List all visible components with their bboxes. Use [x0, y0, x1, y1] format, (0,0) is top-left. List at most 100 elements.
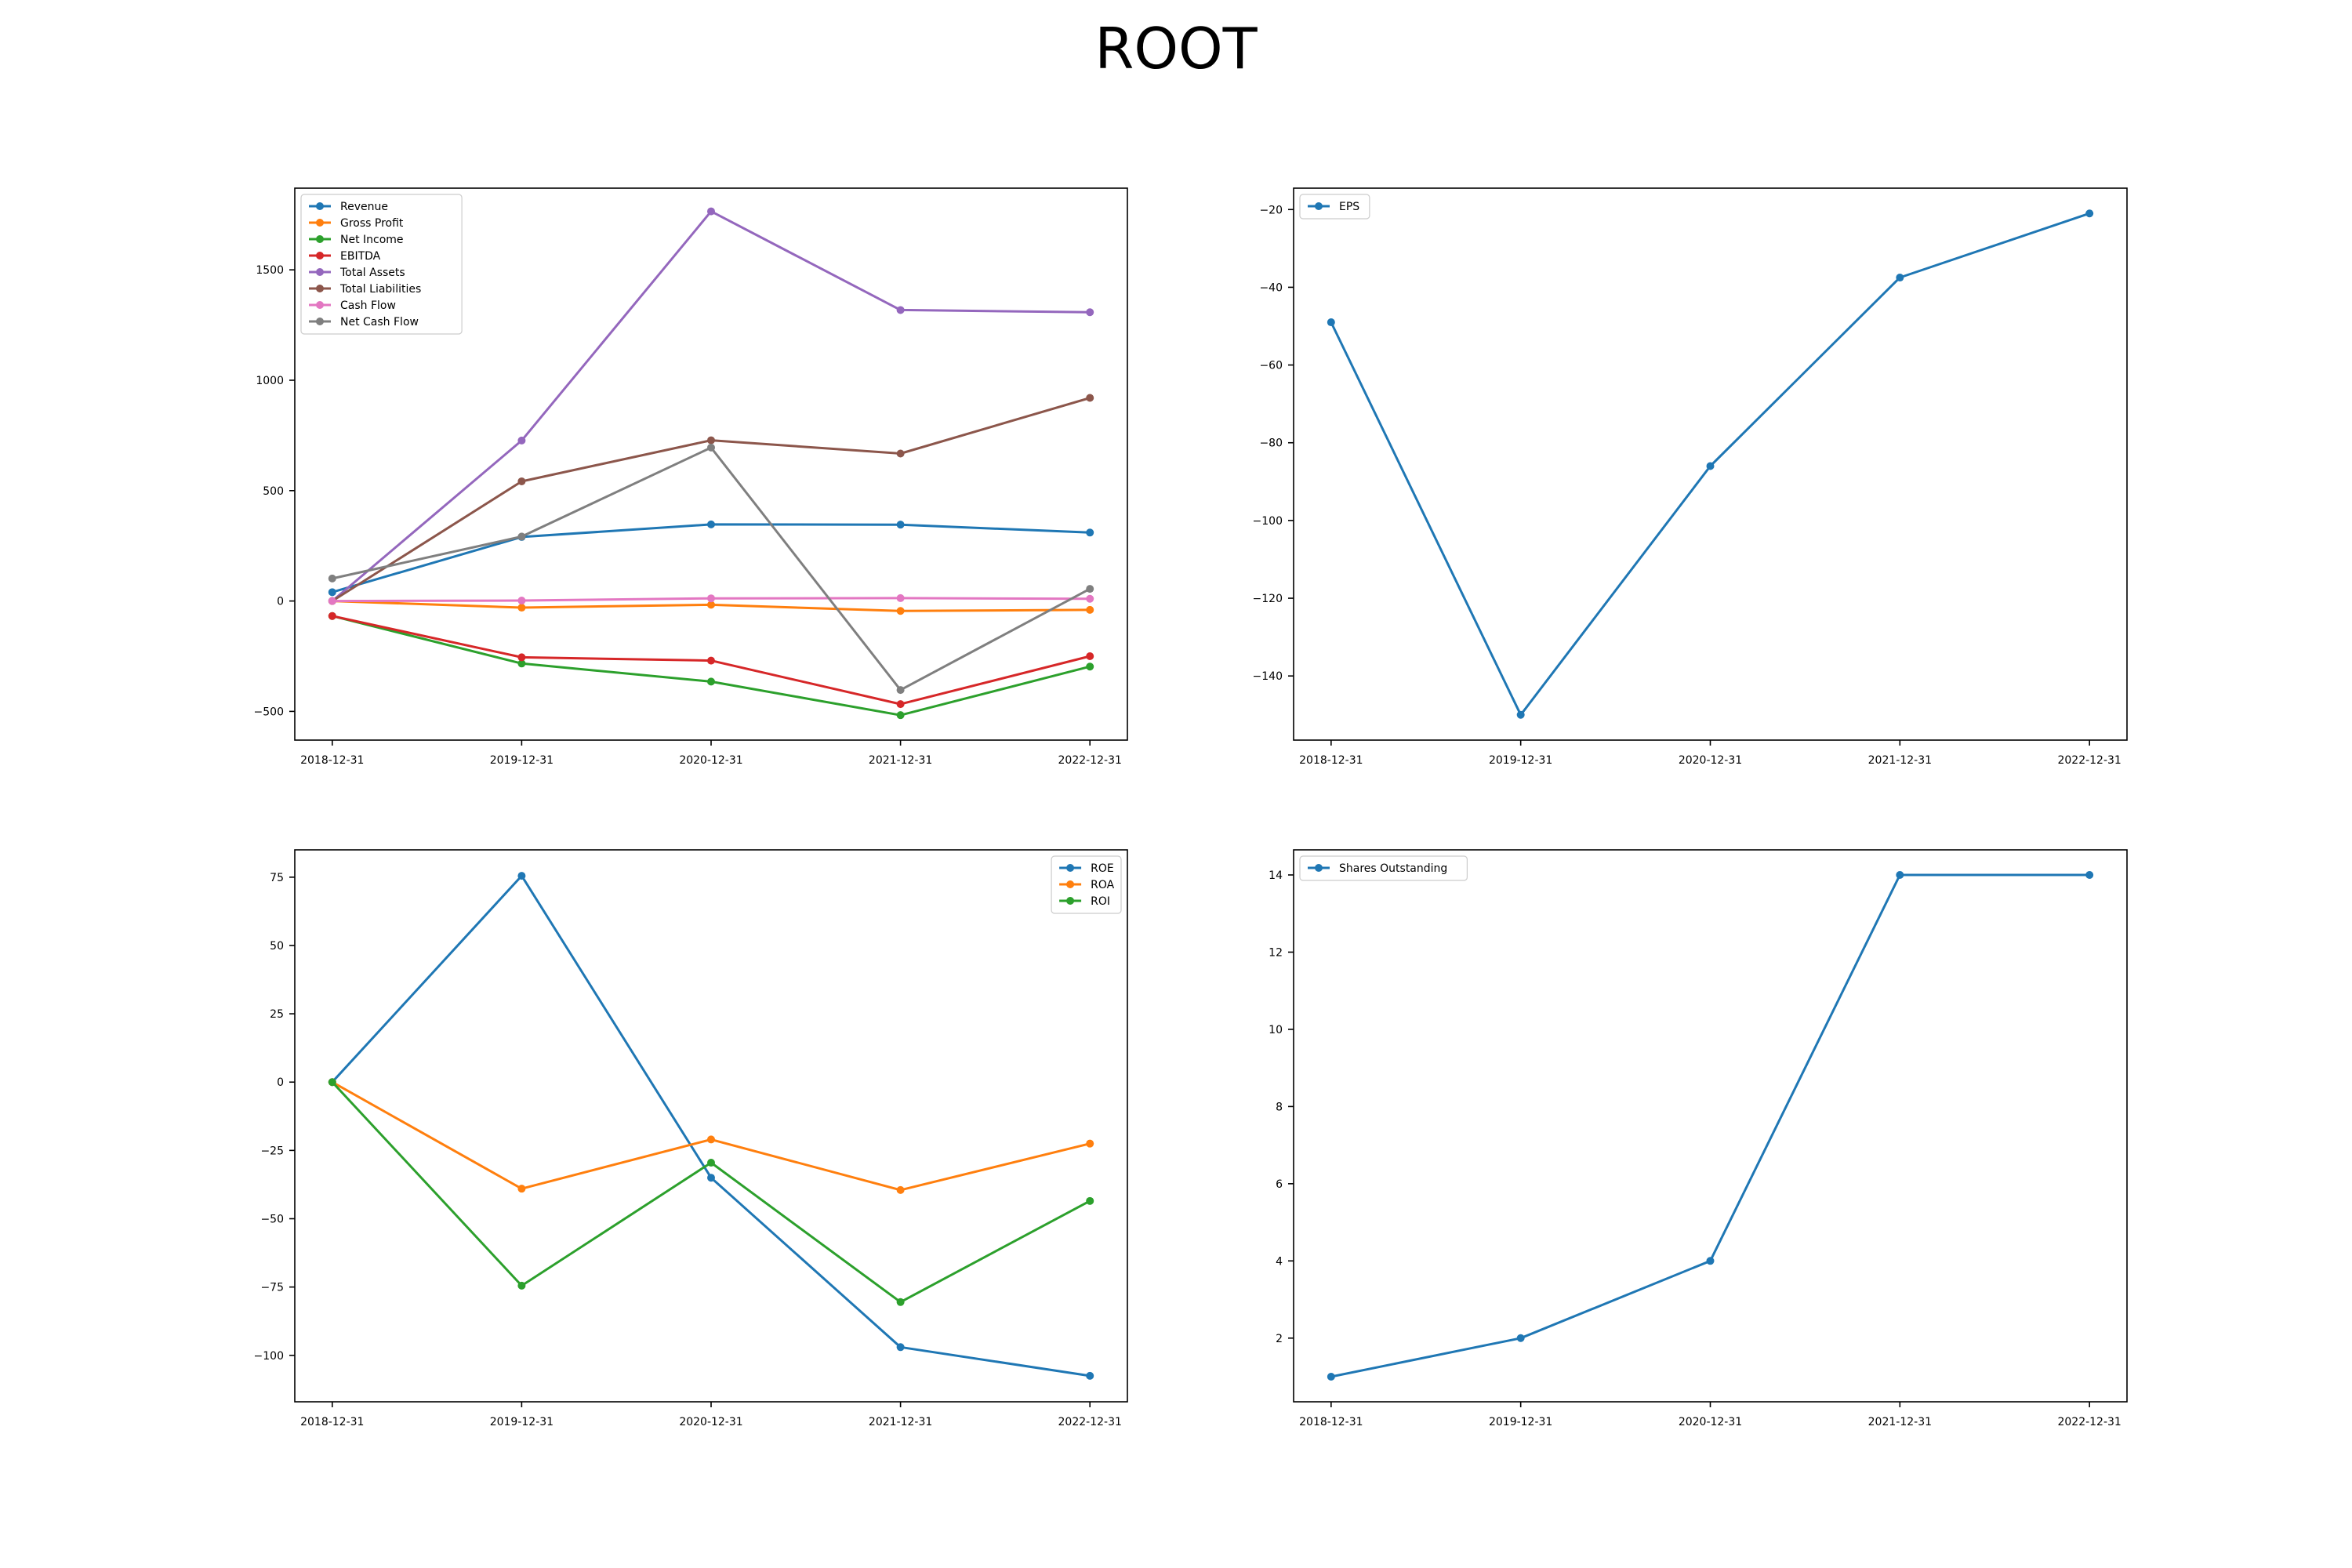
y-tick-label: 500: [263, 485, 284, 498]
data-point-shares-outstanding: [1896, 871, 1904, 879]
legend-box: [1299, 194, 1370, 220]
data-point-eps: [1706, 462, 1715, 470]
legend-marker: [316, 202, 324, 210]
data-point-net-income: [517, 659, 526, 668]
data-point-total-assets: [896, 306, 905, 314]
axes-frame: [294, 849, 1128, 1403]
data-point-roi: [517, 1281, 526, 1290]
data-point-ebitda: [707, 656, 715, 665]
y-tick-label: 1000: [256, 375, 284, 387]
y-tick-label: 8: [1276, 1101, 1283, 1113]
series-line-total-liabilities: [331, 397, 1091, 602]
legend-label: ROI: [1091, 895, 1110, 908]
data-point-total-liabilities: [707, 436, 715, 445]
data-point-eps: [1327, 318, 1335, 327]
y-tick-label: 12: [1269, 946, 1283, 959]
x-tick-label: 2022-12-31: [2057, 754, 2121, 767]
legend-label: EPS: [1339, 201, 1359, 213]
data-point-eps: [1896, 274, 1904, 282]
legend-label: Shares Outstanding: [1339, 862, 1447, 875]
data-point-cash-flow: [1086, 594, 1094, 603]
data-point-roi: [328, 1078, 336, 1087]
data-point-net-income: [707, 677, 715, 686]
x-tick-label: 2019-12-31: [1489, 1416, 1552, 1428]
data-point-revenue: [896, 521, 905, 529]
figure-title: ROOT: [1094, 16, 1258, 82]
x-tick-label: 2020-12-31: [679, 1416, 742, 1428]
data-point-total-liabilities: [517, 477, 526, 485]
y-tick-label: −140: [1253, 670, 1283, 683]
data-point-gross-profit: [896, 607, 905, 615]
x-tick-label: 2018-12-31: [300, 754, 364, 767]
legend-marker: [1066, 880, 1075, 888]
x-tick-label: 2022-12-31: [1058, 1416, 1122, 1428]
legend-marker: [316, 285, 324, 292]
legend-label: Total Liabilities: [339, 283, 421, 296]
x-tick-label: 2022-12-31: [1058, 754, 1122, 767]
series-line-revenue: [332, 523, 1091, 593]
legend-label: EBITDA: [340, 250, 381, 263]
series-line-net-cash-flow: [332, 446, 1091, 691]
y-tick-label: 50: [270, 940, 284, 953]
y-tick-label: −80: [1259, 437, 1283, 450]
data-point-ebitda: [896, 700, 905, 709]
data-point-total-assets: [1086, 308, 1094, 317]
legend-box: [300, 194, 463, 335]
data-point-roa: [1086, 1139, 1094, 1148]
y-tick-label: −100: [254, 1350, 284, 1363]
series-line-shares-outstanding: [1330, 873, 2090, 1378]
x-tick-label: 2022-12-31: [2057, 1416, 2121, 1428]
y-tick-label: 10: [1269, 1024, 1283, 1036]
legend-box: [1299, 855, 1468, 881]
axes-frame: [1293, 849, 2128, 1403]
x-tick-label: 2018-12-31: [300, 1416, 364, 1428]
legend-marker: [316, 235, 324, 243]
data-point-shares-outstanding: [2085, 871, 2094, 879]
data-point-total-liabilities: [1086, 394, 1094, 402]
data-point-revenue: [328, 588, 336, 597]
data-point-net-income: [1086, 662, 1094, 671]
data-point-net-cash-flow: [328, 574, 336, 583]
y-tick-label: 4: [1276, 1255, 1283, 1268]
legend-label: Cash Flow: [340, 299, 396, 312]
data-point-cash-flow: [328, 597, 336, 605]
legend-marker: [316, 219, 324, 227]
legend: EPS: [1299, 194, 1370, 220]
y-tick-label: −25: [260, 1145, 284, 1157]
y-tick-label: −100: [1253, 515, 1283, 528]
x-tick-label: 2021-12-31: [1868, 1416, 1932, 1428]
legend-marker: [316, 252, 324, 260]
series-line-roi: [331, 1081, 1091, 1304]
data-point-roe: [517, 872, 526, 880]
legend-marker: [1315, 864, 1323, 872]
y-tick-label: 0: [277, 596, 284, 608]
data-point-shares-outstanding: [1516, 1334, 1525, 1342]
data-point-shares-outstanding: [1327, 1373, 1335, 1381]
y-tick-label: 0: [277, 1076, 284, 1089]
chart-4: 2018-12-31 2019-12-31 2020-12-31 2021-12-31…: [1269, 849, 2128, 1428]
data-point-roi: [896, 1298, 905, 1306]
data-point-roe: [896, 1343, 905, 1352]
x-tick-label: 2018-12-31: [1299, 1416, 1363, 1428]
axes-frame: [1293, 187, 2128, 741]
series-line-roe: [331, 874, 1091, 1377]
data-point-net-cash-flow: [707, 443, 715, 452]
y-tick-label: 2: [1276, 1333, 1283, 1345]
data-point-ebitda: [1086, 652, 1094, 660]
y-tick-label: 1500: [256, 264, 284, 277]
legend-label: Total Assets: [339, 267, 405, 279]
y-tick-label: −60: [1259, 360, 1283, 372]
legend-label: Net Cash Flow: [340, 316, 419, 328]
y-tick-label: −50: [260, 1213, 284, 1225]
x-tick-label: 2021-12-31: [869, 754, 932, 767]
x-tick-label: 2020-12-31: [1679, 754, 1742, 767]
data-point-cash-flow: [707, 594, 715, 603]
data-point-total-liabilities: [896, 449, 905, 458]
data-point-total-assets: [707, 207, 715, 216]
chart-3: 2018-12-31 2019-12-31 2020-12-31 2021-12-31…: [254, 849, 1128, 1428]
x-tick-label: 2019-12-31: [1489, 754, 1552, 767]
x-tick-label: 2021-12-31: [1868, 754, 1932, 767]
y-tick-label: −120: [1253, 593, 1283, 605]
legend-marker: [1066, 864, 1075, 872]
data-point-total-assets: [517, 436, 526, 445]
